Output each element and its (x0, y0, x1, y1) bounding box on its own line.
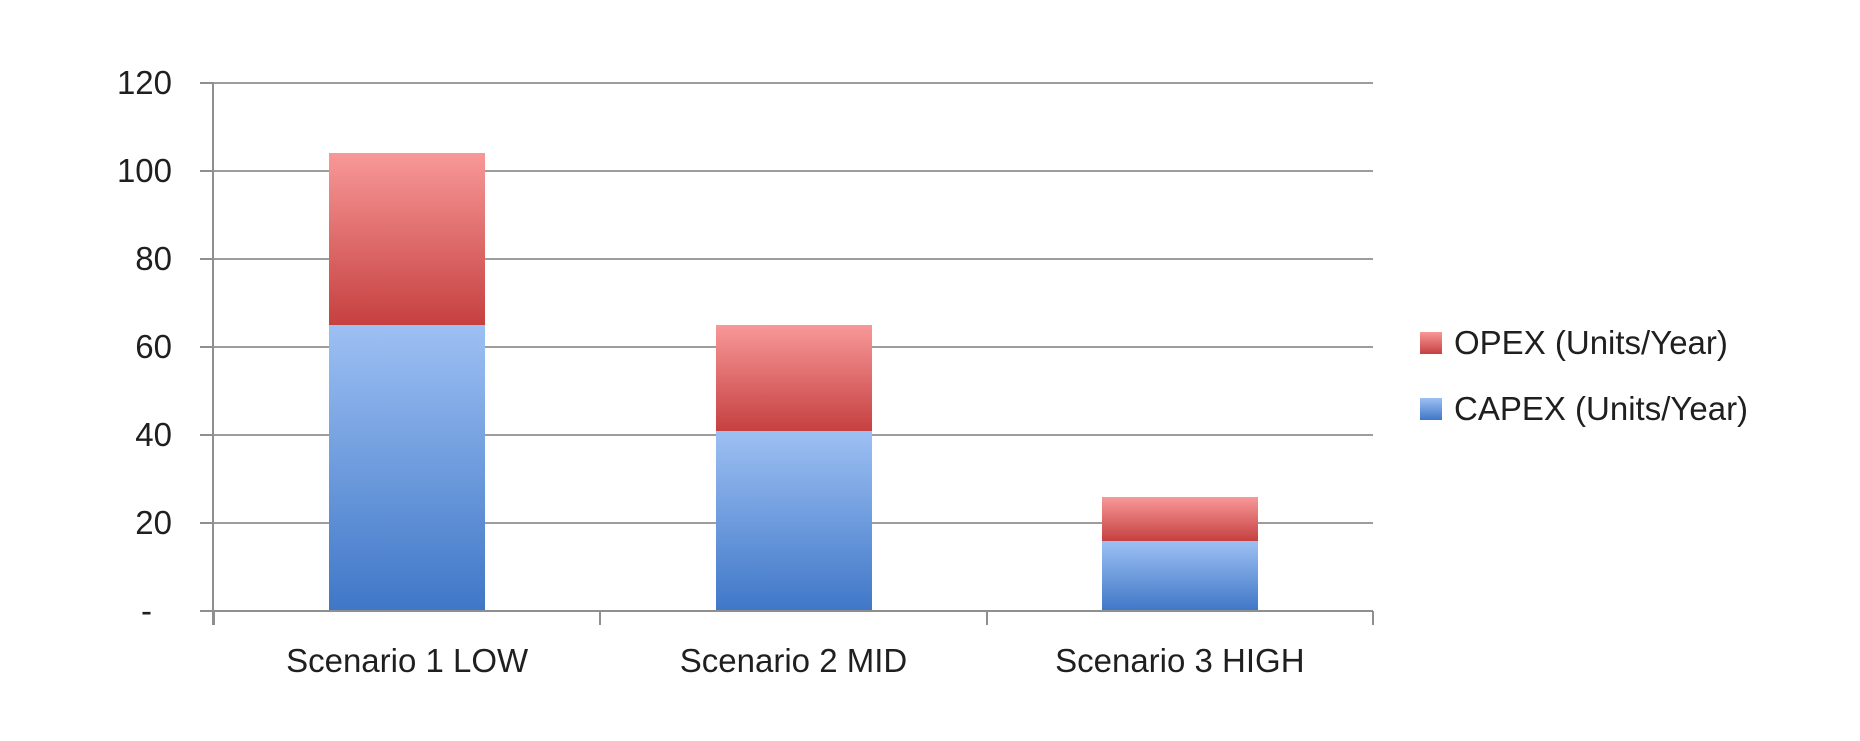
gridline-100 (214, 170, 1373, 172)
y-axis-tick-20 (200, 522, 214, 524)
x-category-label-scenario-3-high: Scenario 3 HIGH (1055, 642, 1305, 679)
y-axis-tick-100 (200, 170, 214, 172)
x-axis-tick-2 (985, 611, 988, 625)
x-category-label-scenario-1-low: Scenario 1 LOW (286, 642, 529, 679)
y-axis-line (212, 83, 214, 625)
x-axis-tick-0 (213, 611, 215, 625)
x-axis-tick-1 (599, 611, 602, 625)
bar-opex-scenario-1-low (329, 153, 486, 325)
bar-capex-scenario-2-mid (715, 430, 872, 611)
y-axis-tick-0 (200, 610, 214, 612)
y-tick-label-0: - (141, 592, 152, 629)
bar-opex-scenario-3-high (1101, 496, 1258, 541)
x-category-label-scenario-2-mid: Scenario 2 MID (679, 642, 908, 679)
y-tick-label-40: 40 (135, 416, 172, 453)
y-axis-tick-80 (200, 258, 214, 260)
bar-capex-scenario-3-high (1101, 540, 1258, 611)
legend-label: OPEX (Units/Year) (1454, 324, 1728, 361)
y-tick-label-60: 60 (135, 328, 172, 365)
y-tick-label-20: 20 (135, 504, 172, 541)
bar-capex-scenario-1-low (329, 325, 486, 611)
x-axis-line (214, 610, 1373, 612)
legend-opex-swatch-icon (1420, 332, 1442, 354)
gridline-80 (214, 258, 1373, 260)
y-tick-label-120: 120 (116, 64, 172, 101)
gridline-120 (214, 82, 1373, 84)
legend-capex-swatch-icon (1420, 398, 1442, 420)
legend-label: CAPEX (Units/Year) (1454, 390, 1749, 427)
legend-item-opex: OPEX (Units/Year) (1420, 324, 1748, 361)
bar-opex-scenario-2-mid (715, 325, 872, 431)
y-tick-label-80: 80 (135, 240, 172, 277)
x-axis-tick-3 (1372, 611, 1374, 625)
y-axis-tick-60 (200, 346, 214, 348)
y-tick-label-100: 100 (116, 152, 172, 189)
y-axis-tick-40 (200, 434, 214, 436)
legend-item-capex: CAPEX (Units/Year) (1420, 390, 1748, 427)
y-axis-tick-120 (200, 82, 214, 84)
chart-legend: OPEX (Units/Year) CAPEX (Units/Year) (1420, 324, 1748, 462)
